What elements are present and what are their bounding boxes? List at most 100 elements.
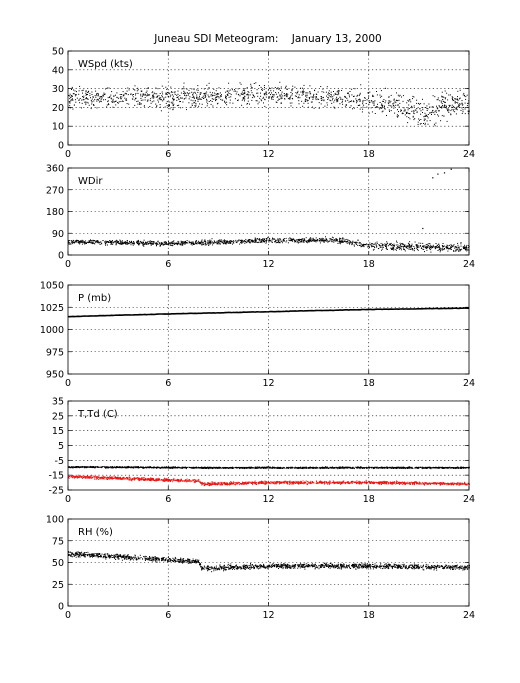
data-point: [111, 467, 113, 469]
data-point: [119, 94, 121, 95]
data-point: [309, 466, 310, 468]
data-point: [440, 101, 442, 103]
data-point: [171, 241, 173, 243]
data-point: [72, 95, 73, 97]
data-point: [139, 242, 141, 244]
figure-title: Juneau SDI Meteogram: January 13, 2000: [153, 33, 381, 45]
data-point: [336, 100, 338, 102]
data-point: [143, 243, 145, 245]
data-point: [177, 466, 179, 468]
data-point: [342, 237, 344, 239]
data-point: [330, 238, 332, 240]
data-point: [240, 467, 242, 469]
data-point: [353, 244, 355, 246]
data-point: [429, 120, 431, 122]
data-point: [68, 243, 70, 245]
data-point: [110, 242, 111, 243]
data-point: [249, 242, 251, 244]
data-point: [409, 467, 411, 469]
data-point: [447, 245, 449, 247]
data-point: [220, 98, 222, 100]
data-point: [221, 241, 223, 243]
data-point: [240, 242, 242, 244]
data-point: [466, 247, 468, 249]
data-point: [389, 481, 391, 483]
data-point: [97, 95, 99, 97]
data-point: [426, 115, 428, 117]
data-point: [208, 243, 210, 245]
data-point: [69, 102, 71, 104]
data-point: [356, 243, 358, 245]
data-point: [369, 467, 370, 469]
data-point: [105, 240, 107, 242]
data-point: [193, 244, 194, 245]
data-point: [126, 242, 128, 244]
data-point: [306, 100, 308, 102]
data-point: [388, 96, 390, 98]
data-point: [244, 467, 246, 469]
data-point: [70, 240, 72, 242]
data-point: [436, 467, 438, 468]
data-point: [242, 98, 244, 100]
data-point: [248, 94, 250, 96]
data-point: [194, 467, 196, 469]
data-point: [110, 98, 112, 100]
data-point: [215, 96, 217, 98]
data-point: [254, 242, 256, 243]
data-point: [367, 467, 369, 469]
data-point: [450, 483, 452, 485]
x-tick-label: 12: [262, 259, 274, 270]
data-point: [248, 466, 250, 468]
data-point: [195, 104, 197, 106]
data-point: [372, 102, 374, 104]
data-point: [79, 466, 81, 468]
data-point: [354, 88, 356, 90]
data-point: [69, 242, 71, 244]
data-point: [424, 484, 425, 486]
data-point: [460, 109, 462, 111]
data-point: [390, 100, 392, 102]
data-point: [453, 244, 455, 246]
data-point: [406, 246, 408, 247]
y-tick-label: 950: [46, 370, 64, 381]
data-point: [298, 239, 300, 240]
data-point: [323, 99, 325, 101]
data-point: [268, 87, 270, 89]
data-point-outlier: [450, 168, 452, 170]
data-point: [255, 82, 257, 84]
data-point: [362, 101, 364, 103]
data-point: [93, 466, 95, 468]
data-point: [343, 482, 345, 483]
data-point: [347, 92, 349, 94]
data-point: [116, 92, 118, 94]
data-point: [348, 240, 350, 242]
data-point: [229, 99, 231, 101]
data-point: [140, 93, 142, 95]
data-point: [132, 241, 134, 242]
data-point: [241, 241, 243, 243]
data-point: [202, 244, 204, 246]
data-point: [295, 239, 297, 241]
data-point: [177, 96, 178, 98]
data-point: [113, 241, 115, 243]
data-point: [179, 95, 181, 97]
data-point: [455, 467, 457, 469]
data-point: [124, 97, 126, 99]
data-point: [265, 468, 267, 470]
data-point: [406, 113, 407, 114]
data-point: [193, 89, 195, 91]
data-point: [109, 466, 111, 468]
data-point: [328, 240, 330, 242]
data-point: [260, 241, 262, 243]
data-point: [337, 90, 339, 92]
data-point: [397, 100, 399, 102]
data-point: [85, 98, 87, 99]
data-point: [167, 243, 169, 245]
data-point: [301, 238, 303, 240]
data-point: [110, 94, 112, 96]
data-point: [455, 250, 457, 252]
data-point: [122, 467, 124, 469]
data-point: [183, 467, 185, 469]
data-point: [342, 241, 344, 243]
data-point-outlier: [422, 227, 424, 230]
